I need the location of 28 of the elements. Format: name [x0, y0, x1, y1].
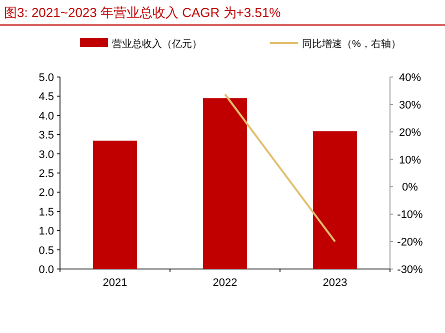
bar	[203, 98, 247, 269]
y-tick-label: 3.5	[38, 130, 54, 142]
chart-title: 图3: 2021~2023 年营业总收入 CAGR 为+3.51%	[4, 5, 282, 20]
y2-tick-label: 0%	[402, 182, 418, 194]
x-tick-label: 2022	[212, 277, 238, 289]
y2-tick-label: 10%	[398, 154, 422, 166]
legend-label: 营业总收入（亿元）	[112, 38, 202, 50]
bar	[93, 140, 137, 269]
y-tick-label: 2.5	[38, 168, 54, 180]
y2-tick-label: -10%	[397, 209, 424, 222]
legend-label: 同比增速（%，右轴）	[302, 38, 401, 50]
y2-tick-label: -20%	[397, 236, 424, 249]
y2-tick-label: 30%	[398, 99, 422, 112]
y-tick-label: 5.0	[38, 72, 54, 84]
bar	[313, 131, 357, 269]
y-tick-label: 0.0	[38, 264, 54, 276]
y-tick-label: 1.5	[38, 206, 54, 218]
y2-tick-label: 20%	[398, 126, 422, 139]
y-tick-label: 1.0	[38, 226, 54, 238]
y-tick-label: 2.0	[38, 187, 54, 200]
y-tick-label: 0.5	[38, 244, 54, 257]
x-tick-label: 2021	[102, 277, 128, 289]
y2-tick-label: 40%	[398, 72, 422, 84]
y-tick-label: 3.0	[38, 148, 54, 161]
y-tick-label: 4.5	[38, 91, 54, 104]
y-tick-label: 4.0	[38, 110, 54, 122]
x-tick-label: 2023	[322, 277, 348, 289]
y2-tick-label: -30%	[397, 264, 424, 276]
